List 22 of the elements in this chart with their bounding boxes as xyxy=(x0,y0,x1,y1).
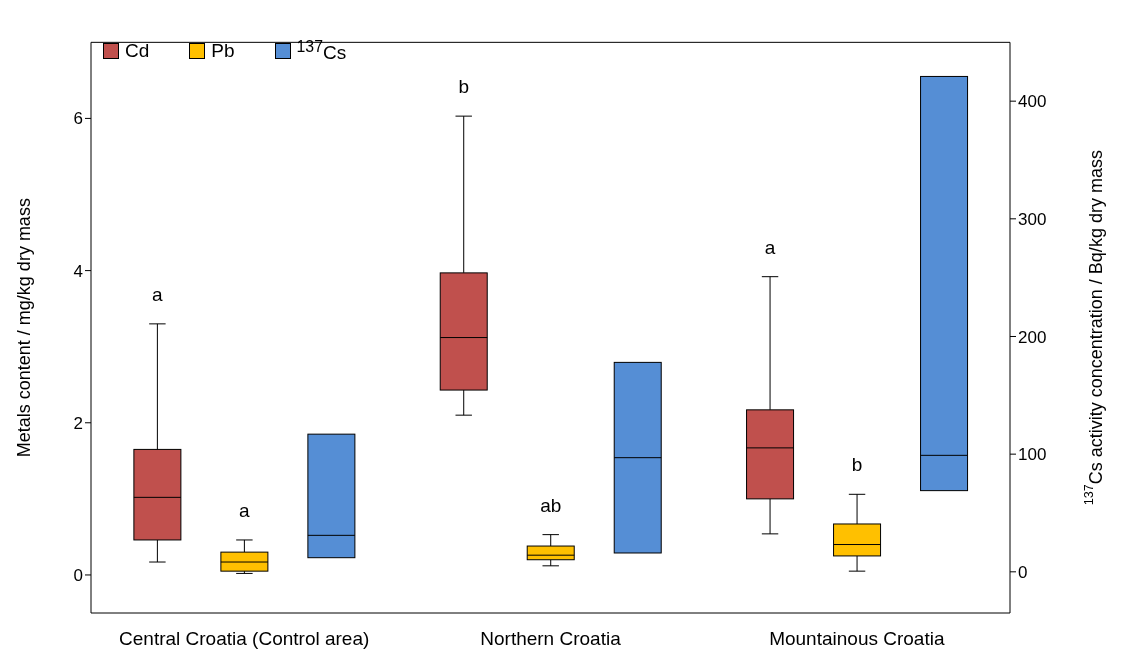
y2-tick-label: 200 xyxy=(1018,327,1047,347)
legend-label: Cd xyxy=(125,40,150,62)
y-tick-label: 4 xyxy=(73,261,83,281)
x-tick-label: Northern Croatia xyxy=(480,628,622,649)
y2-tick-label: 400 xyxy=(1018,92,1047,112)
x-tick-label: Central Croatia (Control area) xyxy=(119,628,370,649)
y2-tick-label: 0 xyxy=(1018,562,1028,582)
y2-tick-label: 100 xyxy=(1018,445,1047,465)
y-tick-label: 2 xyxy=(73,413,83,433)
legend-label: $^{137}$Cs xyxy=(296,38,347,64)
y2-tick-label: 300 xyxy=(1018,209,1047,229)
y-tick-label: 0 xyxy=(73,565,83,585)
annotation: a xyxy=(239,499,251,521)
annotation: b xyxy=(851,454,863,476)
legend-label: Pb xyxy=(211,40,235,62)
y-tick-label: 6 xyxy=(73,109,83,129)
x-tick-label: Mountainous Croatia xyxy=(769,628,945,649)
annotation: b xyxy=(458,76,470,98)
annotation: a xyxy=(152,283,164,305)
annotation: ab xyxy=(540,494,562,516)
y-axis-title: Metals content / mg/kg dry mass xyxy=(13,198,34,458)
annotation: a xyxy=(764,236,776,258)
